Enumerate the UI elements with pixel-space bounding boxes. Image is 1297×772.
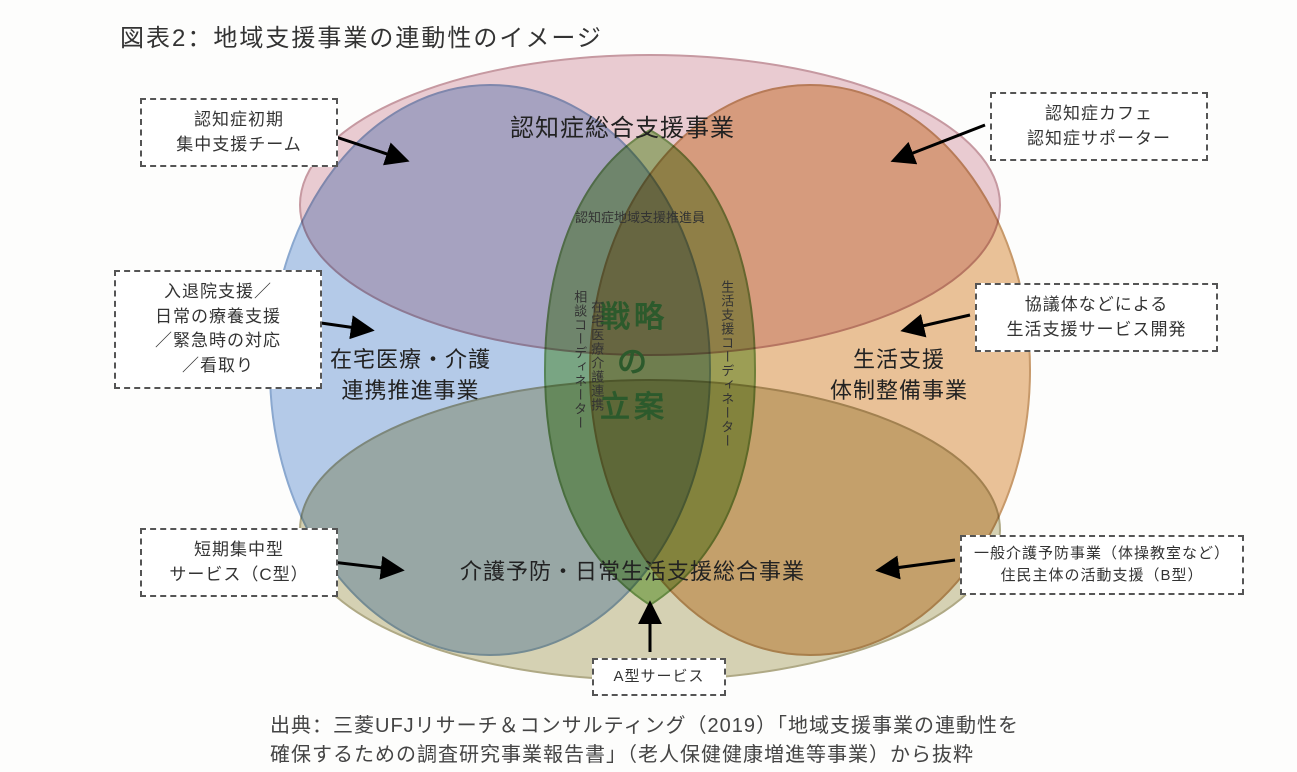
ellipse-label-left: 在宅医療・介護連携推進事業 bbox=[330, 345, 491, 407]
credit-l2: 確保するための調査研究事業報告書」（老人保健健康増進等事業）から抜粋 bbox=[270, 744, 974, 766]
callout-b5: 協議体などによる生活支援サービス開発 bbox=[975, 283, 1218, 352]
center-label: 戦略 の 立案 bbox=[600, 295, 668, 430]
overlap-left-center2: 相談コーディネーター bbox=[570, 290, 588, 430]
overlap-left-center1: 在宅医療介護連携 bbox=[587, 300, 605, 412]
callout-b4: 認知症カフェ認知症サポーター bbox=[990, 92, 1208, 161]
callout-b7: A型サービス bbox=[592, 658, 726, 696]
callout-b2: 入退院支援／日常の療養支援／緊急時の対応／看取り bbox=[114, 270, 322, 389]
overlap-top-center: 認知症地域支援推進員 bbox=[575, 210, 705, 227]
center-l2: の bbox=[617, 346, 651, 379]
overlap-right-center: 生活支援コーディネーター bbox=[717, 280, 735, 448]
figure-container: 図表2：地域支援事業の連動性のイメージ 戦略 の 立案 認知症総合支援事業 在宅… bbox=[0, 0, 1297, 772]
ellipse-label-bottom: 介護予防・日常生活支援総合事業 bbox=[460, 557, 805, 588]
callout-b6: 一般介護予防事業（体操教室など）住民主体の活動支援（B型） bbox=[960, 535, 1244, 595]
credit-l1: 出典：三菱UFJリサーチ＆コンサルティング（2019）「地域支援事業の連動性を bbox=[270, 715, 1019, 737]
callout-b3: 短期集中型サービス（C型） bbox=[140, 528, 338, 597]
center-l3: 立案 bbox=[600, 391, 668, 424]
ellipse-label-right: 生活支援体制整備事業 bbox=[830, 345, 968, 407]
figure-credit: 出典：三菱UFJリサーチ＆コンサルティング（2019）「地域支援事業の連動性を … bbox=[270, 712, 1019, 770]
center-l1: 戦略 bbox=[600, 301, 668, 334]
callout-b1: 認知症初期集中支援チーム bbox=[140, 98, 338, 167]
ellipse-label-top: 認知症総合支援事業 bbox=[510, 112, 735, 146]
